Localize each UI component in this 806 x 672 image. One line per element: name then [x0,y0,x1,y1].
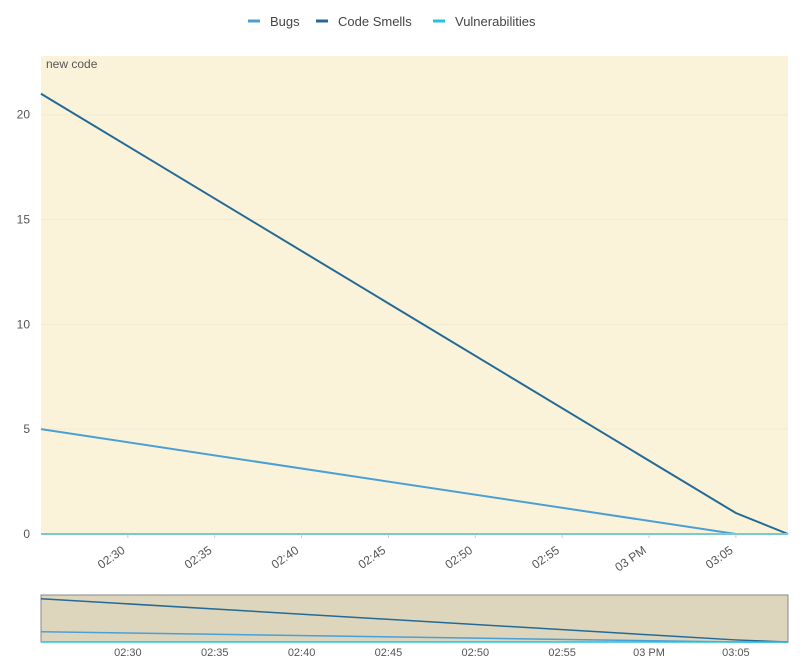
y-tick-label: 20 [17,108,31,122]
annotation: new code [46,57,98,71]
x-tick-label: 02:45 [356,543,389,572]
x-tick-label: 03:05 [703,543,736,572]
new-code-area [41,56,788,534]
brush-tick-label: 02:30 [114,647,142,659]
x-tick-label: 02:55 [529,543,562,572]
x-tick-label: 02:40 [269,543,302,572]
y-tick-label: 0 [23,527,30,541]
brush-tick-label: 02:35 [201,647,229,659]
brush-tick-label: 02:55 [548,647,576,659]
legend-label[interactable]: Code Smells [338,14,412,29]
series-line [40,92,789,535]
legend-label[interactable]: Bugs [270,14,300,29]
legend-label[interactable]: Vulnerabilities [455,14,536,29]
brush-tick-label: 03 PM [633,647,665,659]
y-tick-label: 15 [17,213,31,227]
brush-tick-label: 03:05 [722,647,750,659]
y-tick-label: 5 [23,422,30,436]
x-tick-label: 03 PM [612,543,648,574]
x-tick-label: 02:50 [442,543,475,572]
y-tick-label: 10 [17,317,31,331]
brush-tick-label: 02:45 [375,647,403,659]
brush-area[interactable] [40,594,789,643]
x-tick-label: 02:30 [95,543,128,572]
brush-tick-label: 02:50 [462,647,490,659]
x-tick-label: 02:35 [182,543,215,572]
brush-tick-label: 02:40 [288,647,316,659]
